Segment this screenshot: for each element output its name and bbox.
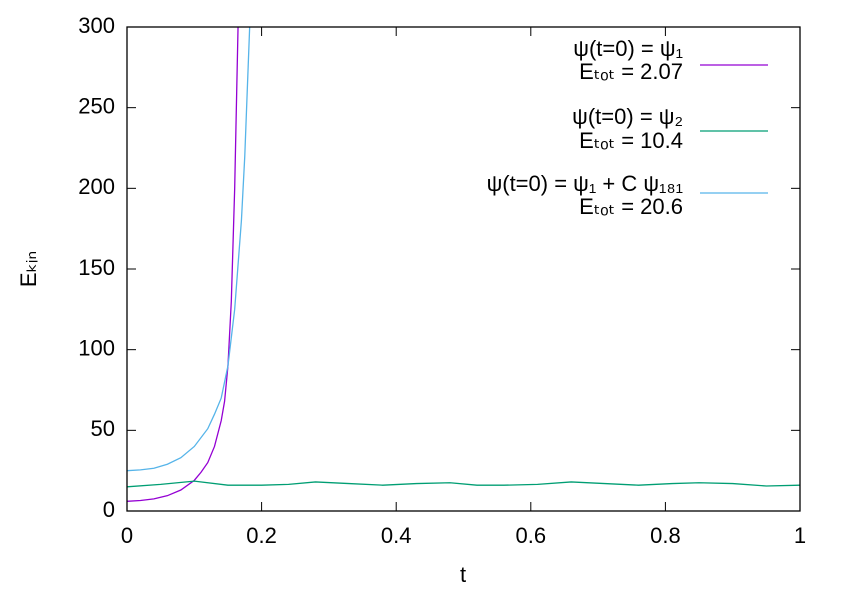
plot-frame: [126, 26, 801, 512]
y-tick-label: 100: [78, 335, 115, 360]
y-tick-label: 250: [78, 93, 115, 118]
legend-energy: Eₜₒₜ = 2.07: [579, 59, 683, 84]
series-line: [127, 480, 800, 488]
legend-label: ψ(t=0) = ψ₁: [573, 36, 683, 61]
y-tick-label: 50: [91, 416, 115, 441]
plot-area: [127, 27, 800, 502]
legend-energy: Eₜₒₜ = 20.6: [579, 194, 683, 219]
x-tick-label: 0: [121, 523, 133, 548]
y-tick-label: 300: [78, 13, 115, 38]
y-tick-label: 150: [78, 255, 115, 280]
legend-label: ψ(t=0) = ψ₂: [572, 104, 683, 129]
x-tick-label: 0.8: [650, 523, 681, 548]
y-tick-label: 0: [103, 497, 115, 522]
x-tick-label: 0.2: [246, 523, 277, 548]
legend-label: ψ(t=0) = ψ₁ + C ψ₁₈₁: [487, 171, 683, 196]
series-line: [127, 27, 239, 502]
series-line: [127, 27, 251, 472]
x-tick-label: 0.6: [516, 523, 547, 548]
y-axis-label: Eₖᵢₙ: [16, 251, 41, 287]
legend-energy: Eₜₒₜ = 10.4: [579, 128, 683, 153]
y-tick-label: 200: [78, 174, 115, 199]
x-tick-label: 0.4: [381, 523, 412, 548]
x-axis-label: t: [460, 562, 466, 587]
x-tick-label: 1: [794, 523, 806, 548]
